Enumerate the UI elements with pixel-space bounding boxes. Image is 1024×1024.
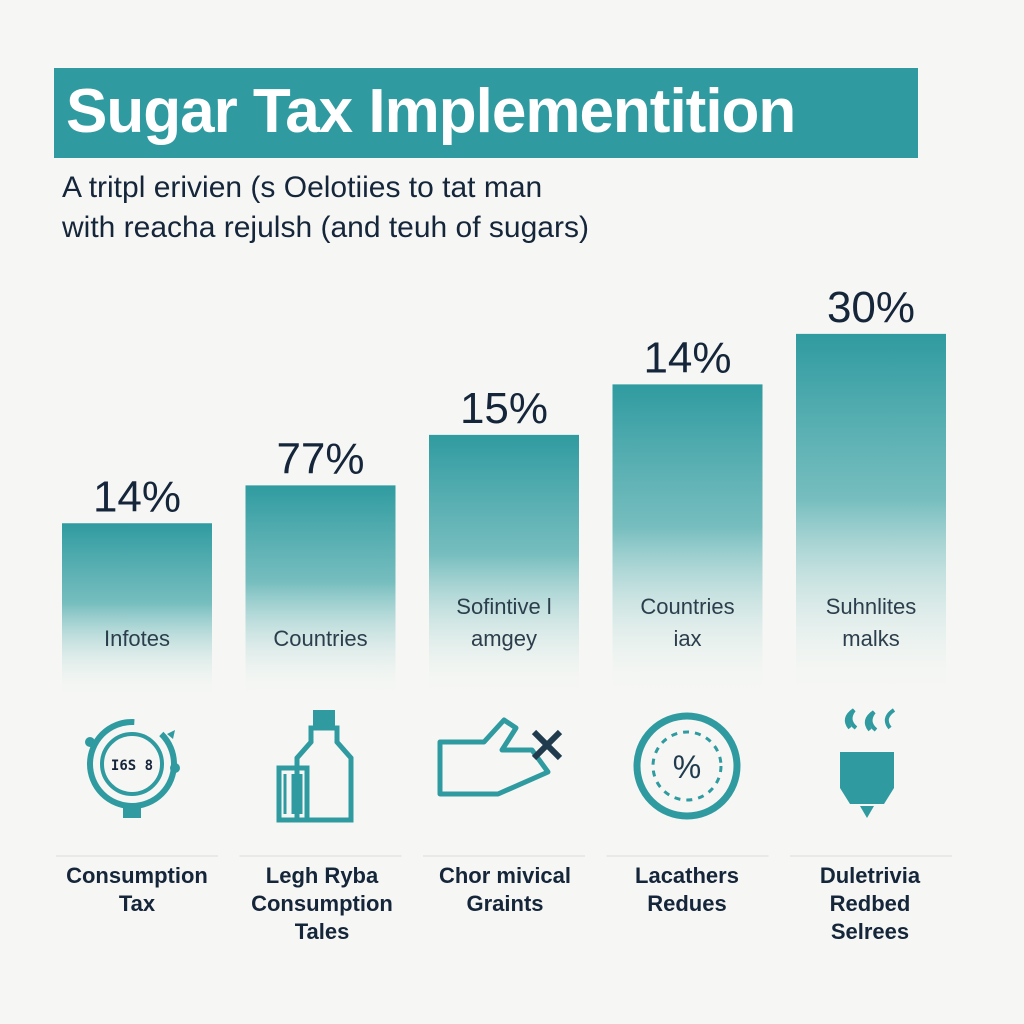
steaming-cup-icon (790, 702, 940, 832)
bottle-icon (245, 702, 395, 832)
bar-value-label: 14% (643, 333, 731, 382)
bar-inner-label: iax (673, 626, 701, 651)
label-line: Tax (118, 891, 156, 916)
bar-value-label: 15% (460, 384, 548, 433)
label-line: Selrees (830, 919, 910, 944)
label-line: Redues (647, 891, 727, 916)
category-label: Chor mivical Graints (420, 862, 590, 918)
bar-inner-label: amgey (471, 626, 537, 651)
bar-inner-label: malks (842, 626, 899, 651)
bar (245, 485, 396, 700)
bar-value-label: 77% (276, 434, 364, 483)
label-line: Graints (466, 891, 544, 916)
label-line: Tales (294, 919, 350, 944)
bar-inner-label: Sofintive l (456, 594, 551, 619)
bar-value-label: 30% (827, 283, 915, 332)
category-label: Legh Ryba Consumption Tales (237, 862, 407, 946)
label-line: Consumption (66, 863, 208, 888)
tax-icon-text: I6S 8 (111, 758, 153, 774)
category-label: Lacathers Redues (602, 862, 772, 918)
subtitle: A tritpl erivien (s Oelotiies to tat man… (62, 168, 962, 248)
bar-inner-label: Countries (640, 594, 734, 619)
page-title: Sugar Tax Implementition (66, 77, 796, 146)
title-banner (54, 68, 918, 158)
label-line: Duletrivia (819, 863, 921, 888)
bar-inner-label: Countries (273, 626, 367, 651)
category-label: Consumption Tax (52, 862, 222, 918)
subtitle-line-2: with reacha rejulsh (and teuh of sugars) (62, 211, 589, 244)
bar-inner-label: Infotes (104, 626, 170, 651)
bar (796, 333, 946, 700)
bar-value-label: 14% (93, 472, 181, 521)
bar-inner-label: Suhnlites (826, 594, 917, 619)
label-line: Consumption (251, 891, 393, 916)
hand-x-icon (428, 702, 578, 832)
percent-badge-icon: % (612, 702, 762, 832)
tax-cycle-icon: I6S 8 (57, 702, 207, 832)
percent-icon-text: % (673, 749, 701, 785)
subtitle-line-1: A tritpl erivien (s Oelotiies to tat man (62, 171, 543, 204)
label-line: Legh Ryba (265, 863, 379, 888)
category-label: Duletrivia Redbed Selrees (785, 862, 955, 946)
bar (429, 434, 579, 700)
label-line: Redbed (829, 891, 911, 916)
bar (612, 384, 763, 700)
label-line: Lacathers (635, 863, 739, 888)
bar (62, 523, 212, 700)
label-line: Chor mivical (438, 863, 572, 888)
